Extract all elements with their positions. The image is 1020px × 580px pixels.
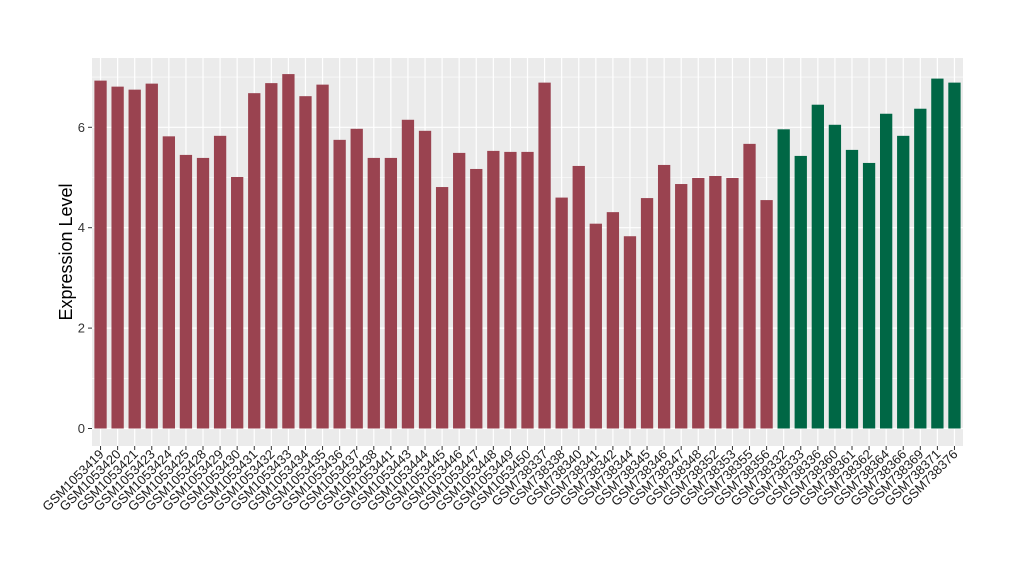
bar-GSM738340 <box>572 165 585 429</box>
bar-GSM1053421 <box>128 89 141 429</box>
bar-GSM1053431 <box>248 93 261 429</box>
y-axis-title: Expression Level <box>56 183 76 320</box>
y-tick-label: 6 <box>78 120 85 135</box>
bar-GSM1053436 <box>333 139 346 429</box>
bar-GSM738348 <box>692 178 705 429</box>
y-axis: 0 2 4 6 <box>78 120 92 436</box>
bar-GSM1053447 <box>470 168 483 429</box>
bars <box>94 74 961 429</box>
bar-GSM738364 <box>879 113 893 429</box>
bar-GSM1053437 <box>350 128 363 429</box>
bar-GSM738336 <box>811 104 824 429</box>
y-tick-label: 0 <box>78 421 85 436</box>
bar-GSM1053438 <box>367 157 380 429</box>
bar-GSM1053449 <box>504 151 517 429</box>
bar-GSM1053448 <box>487 150 500 429</box>
bar-GSM1053420 <box>111 86 124 429</box>
bar-GSM738337 <box>538 82 551 429</box>
y-tick-label: 4 <box>78 220 85 235</box>
bar-GSM1053430 <box>231 176 244 429</box>
bar-GSM738376 <box>948 82 961 429</box>
bar-GSM1053444 <box>418 130 432 429</box>
bar-GSM738345 <box>640 198 654 429</box>
bar-GSM1053443 <box>401 119 415 429</box>
bar-GSM738369 <box>914 108 927 429</box>
bar-GSM738347 <box>675 184 688 429</box>
bar-GSM1053432 <box>265 83 278 429</box>
bar-GSM1053423 <box>145 83 158 429</box>
y-tick-label: 2 <box>78 321 85 336</box>
bar-GSM1053433 <box>282 74 295 429</box>
bar-GSM1053435 <box>316 84 329 429</box>
bar-GSM738362 <box>862 162 876 429</box>
bar-GSM738333 <box>794 155 807 429</box>
bar-GSM738342 <box>606 212 620 429</box>
bar-GSM738346 <box>657 164 671 429</box>
bar-GSM1053434 <box>299 96 312 429</box>
bar-GSM738360 <box>828 124 842 429</box>
bar-GSM738371 <box>931 78 944 429</box>
bar-GSM738355 <box>743 143 756 429</box>
bar-GSM1053429 <box>213 135 227 429</box>
bar-GSM738344 <box>623 236 637 429</box>
bar-GSM1053424 <box>162 136 176 429</box>
bar-GSM1053419 <box>94 80 107 429</box>
bar-GSM738338 <box>555 197 568 429</box>
bar-GSM738361 <box>845 149 859 429</box>
bar-GSM738366 <box>897 135 910 429</box>
bar-GSM738332 <box>777 129 790 429</box>
bar-GSM1053450 <box>521 151 534 429</box>
x-axis: GSM1053419GSM1053420GSM1053421GSM1053423… <box>39 446 961 514</box>
bar-GSM1053425 <box>179 154 193 429</box>
bar-GSM738341 <box>589 223 602 429</box>
bar-GSM738353 <box>726 178 739 429</box>
bar-GSM1053441 <box>384 157 398 429</box>
bar-GSM1053428 <box>196 157 210 429</box>
bar-GSM1053445 <box>435 187 449 429</box>
bar-GSM738352 <box>709 175 722 429</box>
bar-GSM1053446 <box>453 152 466 429</box>
bar-GSM738356 <box>760 200 773 429</box>
